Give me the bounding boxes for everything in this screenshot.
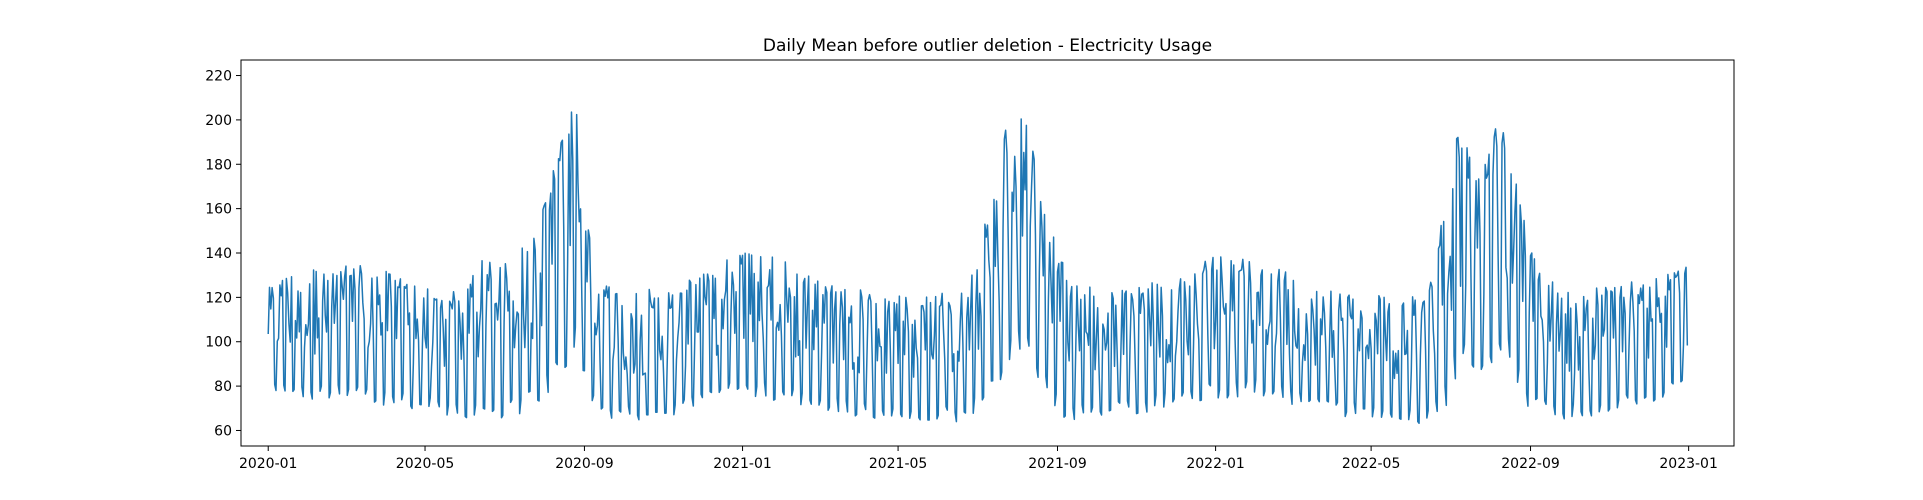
x-tick-label: 2021-09 xyxy=(1028,456,1087,472)
x-tick-label: 2022-09 xyxy=(1501,456,1560,472)
x-tick-label: 2020-09 xyxy=(555,456,614,472)
x-tick-label: 2023-01 xyxy=(1659,456,1718,472)
x-tick-label: 2020-01 xyxy=(239,456,298,472)
y-tick-label: 60 xyxy=(214,423,232,439)
x-tick-label: 2022-05 xyxy=(1342,456,1401,472)
y-tick-label: 120 xyxy=(205,290,232,306)
x-tick-label: 2021-01 xyxy=(713,456,772,472)
y-tick-label: 100 xyxy=(205,335,232,351)
x-tick-label: 2021-05 xyxy=(869,456,928,472)
chart-title: Daily Mean before outlier deletion - Ele… xyxy=(763,36,1212,56)
axes: 60 80 100 120 140 160 180 200 220 2020-01 2020-05 2… xyxy=(205,59,1735,472)
y-tick-label: 160 xyxy=(205,202,232,218)
y-tick-label: 180 xyxy=(205,157,232,173)
y-tick-label: 220 xyxy=(205,69,232,85)
x-tick-label: 2022-01 xyxy=(1186,456,1245,472)
x-tick-label: 2020-05 xyxy=(396,456,455,472)
y-tick-label: 200 xyxy=(205,113,232,129)
y-tick-label: 80 xyxy=(214,379,232,395)
plot-area xyxy=(267,111,1689,425)
y-tick-label: 140 xyxy=(205,246,232,262)
series-line xyxy=(267,111,1689,425)
